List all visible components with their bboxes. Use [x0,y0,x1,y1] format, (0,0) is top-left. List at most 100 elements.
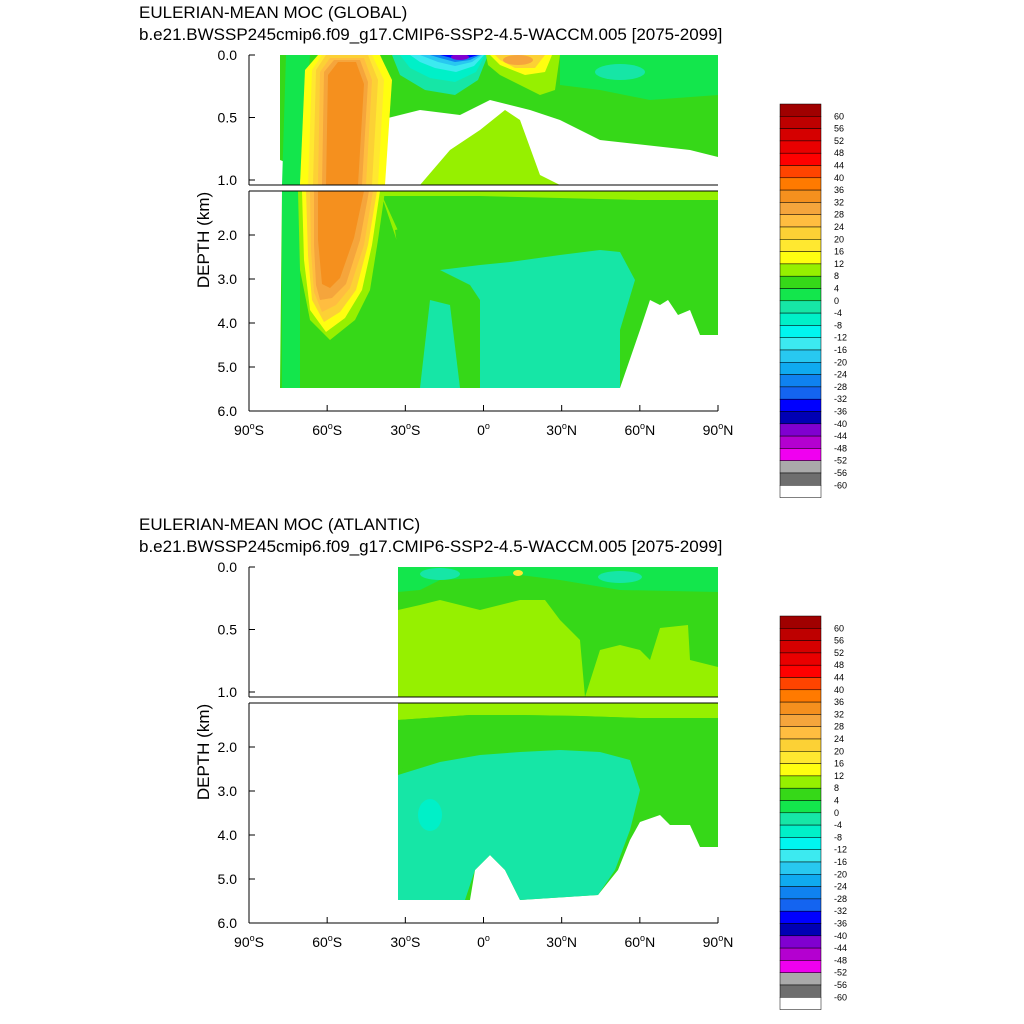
colorbar-swatch [779,189,822,203]
colorbar-swatch [779,751,822,764]
global-subtitle: b.e21.BWSSP245cmip6.f09_g17.CMIP6-SSP2-4… [139,25,723,44]
colorbar-label: -4 [834,820,842,830]
colorbar-swatch [779,128,822,142]
colorbar-swatch [779,935,822,949]
colorbar-label: 32 [834,197,844,207]
x-tick-label: 30oS [390,933,420,950]
colorbar-swatch [779,337,822,351]
atlantic-subtitle: b.e21.BWSSP245cmip6.f09_g17.CMIP6-SSP2-4… [139,537,723,556]
colorbar-label: 56 [834,636,844,646]
colorbar-label: -8 [834,832,842,842]
colorbar-swatch [779,423,822,437]
colorbar-swatch [779,152,822,166]
colorbar-label: 28 [834,722,844,732]
colorbar-label: 4 [834,796,839,806]
colorbar-label: 60 [834,111,844,121]
colorbar-swatch [779,325,822,338]
colorbar-label: -28 [834,382,847,392]
y-tick-label: 1.0 [218,684,238,700]
colorbar-swatch [779,898,822,912]
colorbar-label: 4 [834,284,839,294]
colorbar-swatch [779,677,822,691]
colorbar-label: 16 [834,247,844,257]
y-tick-label: 4.0 [218,315,238,331]
colorbar-label: -32 [834,906,847,916]
global-lower-field [280,191,718,388]
atlantic-x-ticks: 90oS 60oS 30oS 0o 30oN 60oN 90oN [234,917,733,950]
colorbar-swatch [779,775,822,789]
colorbar-swatch [779,398,822,412]
colorbar-swatch [779,239,822,252]
colorbar-swatch [779,640,822,654]
colorbar-label: -60 [834,992,847,1002]
y-tick-label: 2.0 [218,739,238,755]
colorbar-swatch [779,386,822,400]
colorbar-label: 8 [834,271,839,281]
colorbar-swatch [779,177,822,191]
colorbar-swatch [779,103,822,117]
colorbar-swatch [779,837,822,850]
y-tick-label: 0.5 [218,110,238,126]
colorbar-swatch [779,738,822,752]
colorbar-label: 0 [834,808,839,818]
x-tick-label: 60oN [624,421,655,438]
atlantic-panel: 0.0 0.5 1.0 2.0 3.0 4.0 5.0 6.0 90oS 60oS 30oS 0o… [194,559,733,950]
colorbar-swatch [779,140,822,154]
colorbar-swatch [779,300,822,314]
colorbar-label: -16 [834,345,847,355]
colorbar-label: -52 [834,968,847,978]
x-tick-label: 30oN [546,421,577,438]
colorbar-swatch [779,435,822,449]
colorbar-label: -36 [834,407,847,417]
colorbar-label: 48 [834,660,844,670]
global-colorbar: 60565248444036322824201612840-4-8-12-16-… [779,103,847,498]
colorbar-swatch [779,972,822,986]
colorbar-label: 56 [834,124,844,134]
colorbar-label: 12 [834,771,844,781]
colorbar-swatch [779,275,822,289]
colorbar-label: -48 [834,443,847,453]
x-tick-label: 60oS [312,933,342,950]
colorbar-label: -56 [834,980,847,990]
colorbar-swatch [779,960,822,973]
global-y-ticks-upper: 0.0 0.5 1.0 [218,47,255,188]
colorbar-swatch [779,485,822,498]
colorbar-swatch [779,910,822,924]
global-panel: 0.0 0.5 1.0 2.0 3.0 4.0 5.0 6.0 90oS 60oS 30oS 0o… [194,47,733,438]
x-tick-label: 60oN [624,933,655,950]
colorbar-label: 40 [834,173,844,183]
colorbar-swatch [779,714,822,727]
y-tick-label: 2.0 [218,227,238,243]
y-tick-label: 3.0 [218,271,238,287]
colorbar-label: 24 [834,222,844,232]
x-tick-label: 0o [477,421,490,438]
colorbar-label: -52 [834,456,847,466]
atlantic-title: EULERIAN-MEAN MOC (ATLANTIC) [139,515,421,534]
colorbar-label: 44 [834,161,844,171]
colorbar-label: 32 [834,709,844,719]
colorbar-swatch [779,689,822,703]
colorbar-swatch [779,472,822,486]
global-x-ticks: 90oS 60oS 30oS 0o 30oN 60oN 90oN [234,405,733,438]
colorbar-label: 28 [834,210,844,220]
colorbar-swatch [779,763,822,777]
colorbar-swatch [779,923,822,937]
colorbar-swatch [779,263,822,277]
x-tick-label: 90oS [234,933,264,950]
y-tick-label: 1.0 [218,172,238,188]
atlantic-y-ticks-lower: 2.0 3.0 4.0 5.0 6.0 [218,739,255,931]
colorbar-label: 60 [834,623,844,633]
y-tick-label: 5.0 [218,871,238,887]
colorbar-label: -48 [834,955,847,965]
colorbar-label: -60 [834,480,847,490]
colorbar-swatch [779,886,822,900]
colorbar-label: -24 [834,882,847,892]
colorbar-swatch [779,701,822,715]
x-tick-label: 90oS [234,421,264,438]
y-tick-label: 0.0 [218,559,238,575]
colorbar-label: 52 [834,136,844,146]
colorbar-swatch [779,812,822,826]
colorbar-label: -40 [834,419,847,429]
atlantic-y-axis-label: DEPTH (km) [194,704,213,800]
